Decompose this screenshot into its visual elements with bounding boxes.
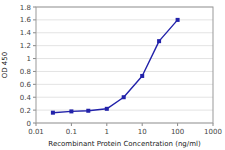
marker [51,111,55,115]
grid-line [36,32,213,33]
marker [176,18,180,22]
x-axis-label: Recombinant Protein Concentration (ng/ml… [48,140,201,148]
marker [105,107,109,111]
x-tick-label: 1 [105,128,109,136]
grid-line [36,19,213,20]
y-axis-label: OD 450 [1,52,9,79]
y-tick-label: 0.8 [20,68,31,76]
x-tick-label: 0.1 [66,128,77,136]
background [0,0,225,150]
grid-line [36,71,213,72]
y-tick-label: 0 [27,120,31,128]
plot-frame [36,7,213,123]
data [51,18,180,115]
x-tick-label: 10 [138,128,147,136]
grid-line [36,58,213,59]
y-tick-label: 0.4 [20,94,32,102]
y-tick-label: 1.8 [20,4,31,12]
chart: 0 0.2 0.4 0.6 0.8 1 1.2 1.4 1.6 1.8 0.01 0.1 1 10 100 1… [0,0,225,150]
marker [86,109,90,113]
x-tick-label: 1000 [204,128,222,136]
grid-line [36,45,213,46]
x-tick-label: 0.01 [28,128,44,136]
y-tick-label: 0.2 [20,107,31,115]
grid-line [36,84,213,85]
grid [36,7,213,123]
marker [69,109,73,113]
marker [157,39,161,43]
y-tick-label: 1.2 [20,42,31,50]
marker [122,95,126,99]
line [53,20,178,113]
y-tick-label: 0.6 [20,81,32,89]
y-tick-label: 1.6 [20,16,32,24]
y-tick-label: 1 [27,55,31,63]
x-tick-label: 100 [171,128,184,136]
marker [140,74,144,78]
grid-line [36,110,213,111]
y-tick-label: 1.4 [20,29,32,37]
